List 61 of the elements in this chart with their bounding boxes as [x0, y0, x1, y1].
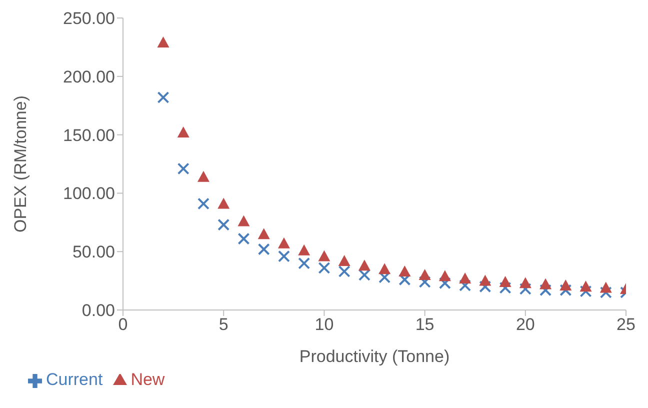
- point: [479, 274, 492, 286]
- point: [218, 218, 230, 231]
- point: [600, 286, 612, 298]
- point: [459, 279, 472, 292]
- point: [499, 276, 512, 287]
- point: [298, 257, 310, 270]
- point: [499, 282, 512, 294]
- point: [580, 285, 592, 298]
- legend-label: New: [130, 370, 165, 389]
- legend-label: Current: [46, 370, 103, 389]
- point: [438, 277, 451, 290]
- point: [157, 91, 170, 104]
- point: [177, 126, 190, 138]
- y-tick-label: 50.00: [72, 242, 115, 262]
- point: [438, 270, 451, 282]
- point: [298, 244, 310, 256]
- point: [338, 254, 350, 266]
- x-tick-label: 10: [314, 315, 334, 334]
- point: [540, 278, 552, 290]
- point: [238, 232, 250, 245]
- point: [278, 237, 290, 248]
- x-axis-title: Productivity (Tonne): [299, 347, 450, 366]
- point: [560, 279, 572, 290]
- point: [398, 274, 411, 286]
- point: [519, 282, 532, 295]
- y-tick-label: 200.00: [63, 67, 115, 86]
- point: [358, 260, 370, 271]
- point: [278, 250, 290, 262]
- y-tick-label: 150.00: [63, 126, 115, 145]
- point: [540, 284, 552, 296]
- point: [238, 215, 250, 226]
- x-tick-label: 25: [616, 315, 636, 334]
- x-tick-label: 0: [118, 315, 128, 334]
- point: [378, 271, 391, 284]
- point: [378, 263, 391, 274]
- point: [218, 198, 230, 209]
- x-tick-label: 15: [415, 315, 434, 334]
- point: [318, 262, 330, 274]
- point: [479, 280, 492, 293]
- point: [258, 228, 270, 240]
- y-axis-title: OPEX (RM/tonne): [11, 96, 30, 232]
- point: [157, 36, 170, 48]
- point: [418, 268, 431, 280]
- x-tick-label: 5: [218, 315, 228, 334]
- point: [459, 272, 472, 284]
- y-tick-label: 250.00: [63, 9, 115, 28]
- y-tick-label: 0.00: [82, 301, 115, 320]
- point: [197, 198, 210, 210]
- point: [318, 250, 330, 262]
- point: [398, 265, 411, 276]
- point: [418, 276, 431, 288]
- point: [600, 282, 612, 293]
- point: [580, 280, 592, 292]
- x-tick-label: 20: [516, 315, 535, 334]
- point: [197, 170, 210, 182]
- point: [560, 284, 572, 296]
- point: [177, 162, 190, 175]
- point: [338, 265, 350, 278]
- point: [258, 243, 270, 256]
- point: [519, 277, 532, 288]
- y-tick-label: 100.00: [63, 184, 115, 204]
